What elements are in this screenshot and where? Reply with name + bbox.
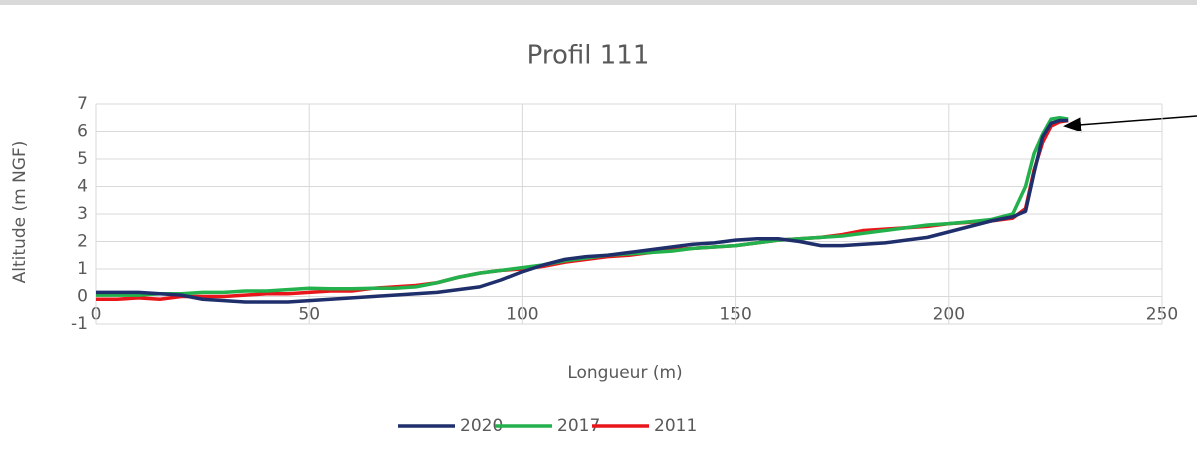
y-tick-label: 5 <box>77 149 88 169</box>
legend-label: 2020 <box>460 416 503 436</box>
y-tick-label: 3 <box>77 204 88 224</box>
y-axis-title: Altitude (m NGF) <box>10 141 30 284</box>
y-tick-label: 4 <box>77 177 88 197</box>
y-tick-label: 1 <box>77 259 88 279</box>
plot <box>96 116 1069 304</box>
y-tick-label: 7 <box>77 94 88 114</box>
y-tick-label: 0 <box>77 287 88 307</box>
series-line <box>96 118 1069 301</box>
y-tick-label: -1 <box>71 314 88 334</box>
x-axis-title: Longueur (m) <box>567 363 682 383</box>
y-tick-label: 6 <box>77 122 88 142</box>
annotation-arrow <box>1063 115 1197 133</box>
legend-label: 2017 <box>557 416 600 436</box>
legend-label: 2011 <box>654 416 697 436</box>
y-tick-label: 2 <box>77 232 88 252</box>
series-line <box>96 118 1069 304</box>
legend: 2020 2017 2011 <box>398 416 697 436</box>
chart-title: Profil 111 <box>527 41 650 71</box>
top-bar <box>0 0 1197 5</box>
